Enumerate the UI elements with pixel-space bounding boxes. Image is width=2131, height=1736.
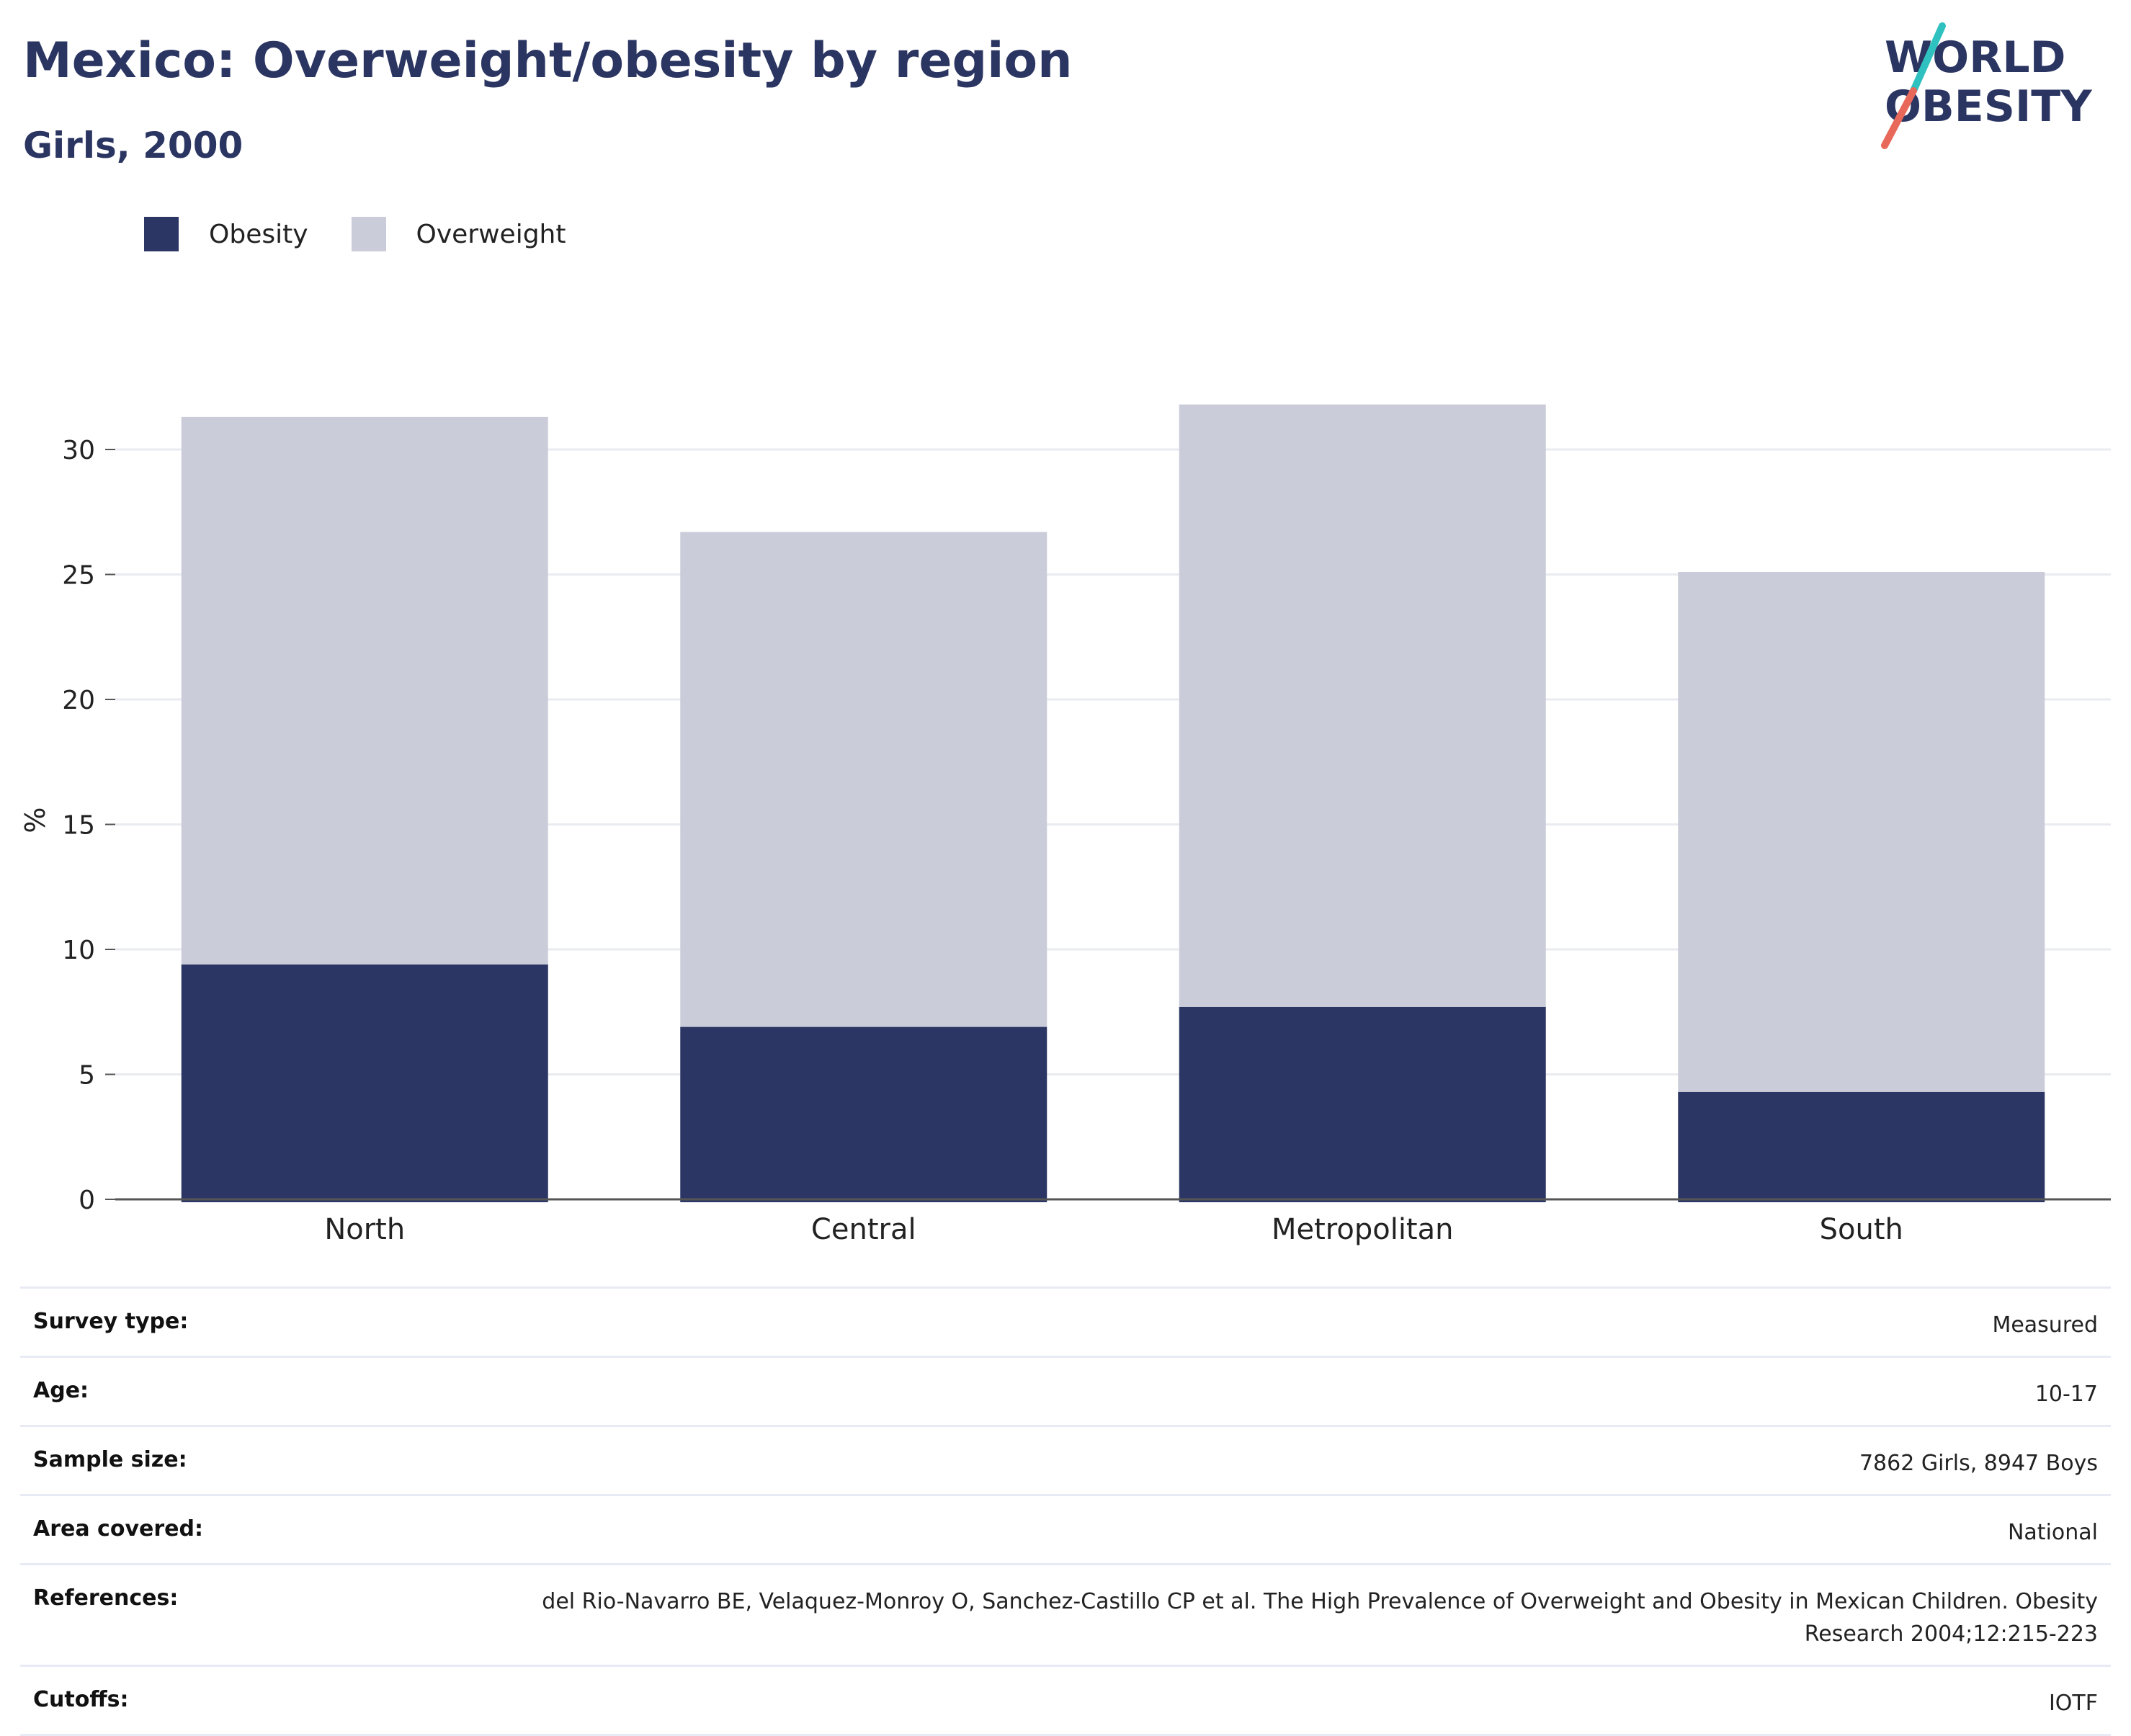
chart-legend: Obesity Overweight	[144, 212, 609, 256]
details-value: 10-17	[2034, 1382, 2098, 1407]
world-obesity-logo: WORLD OBESITY	[1881, 22, 2093, 149]
details-value: IOTF	[2048, 1691, 2098, 1716]
logo-text-world: WORLD	[1885, 32, 2065, 83]
details-row: References: del Rio-Navarro BE, Velaquez-…	[20, 1563, 2111, 1665]
details-value: Measured	[1992, 1312, 2098, 1338]
y-tick-label: 5	[79, 1061, 95, 1091]
survey-details-table: Survey type: Measured Age: 10-17 Sample size…	[20, 1287, 2111, 1736]
obesity-bar-south	[1678, 1091, 2045, 1202]
logo-text-obesity: OBESITY	[1885, 81, 2093, 132]
y-axis-title: %	[19, 807, 51, 833]
y-tick-label: 15	[62, 811, 95, 841]
x-tick-label: Metropolitan	[1272, 1213, 1453, 1246]
details-value: National	[2007, 1520, 2098, 1545]
logo-slash-bottom	[1881, 87, 1917, 149]
details-label: Age:	[33, 1378, 89, 1403]
y-tick-label: 25	[62, 561, 95, 591]
x-tick-label: South	[1820, 1213, 1903, 1246]
details-row: Area covered: National	[20, 1494, 2111, 1563]
details-label: References:	[33, 1585, 179, 1611]
y-tick-label: 30	[62, 436, 95, 465]
details-label: Cutoffs:	[33, 1687, 129, 1712]
obesity-bar-central	[680, 1026, 1047, 1202]
details-row: Survey type: Measured	[20, 1287, 2111, 1356]
legend-swatch-overweight	[351, 217, 386, 251]
x-tick-label: Central	[811, 1213, 916, 1246]
details-label: Sample size:	[33, 1447, 187, 1472]
stacked-bar-chart: 0 5 10 15 20 25 30 North Central Metropolitan Sout…	[19, 404, 2111, 1246]
details-value: 7862 Girls, 8947 Boys	[1859, 1451, 2098, 1476]
legend-item-overweight: Overweight	[351, 217, 566, 251]
chart-subtitle: Girls, 2000	[23, 125, 244, 166]
details-label: Area covered:	[33, 1516, 203, 1542]
details-row: Cutoffs: IOTF	[20, 1665, 2111, 1736]
details-row: Sample size: 7862 Girls, 8947 Boys	[20, 1425, 2111, 1494]
axis-layer: 0 5 10 15 20 25 30 North Central Metropolitan Sout…	[62, 436, 2111, 1246]
chart-title: Mexico: Overweight/obesity by region	[23, 32, 1073, 89]
obesity-bar-north	[181, 964, 548, 1202]
bar-layer	[181, 404, 2045, 1202]
details-value: del Rio-Navarro BE, Velaquez-Monroy O, S…	[542, 1589, 2098, 1647]
y-tick-label: 0	[79, 1186, 95, 1215]
legend-label-obesity: Obesity	[209, 219, 308, 249]
overweight-bar-central	[680, 532, 1047, 1027]
details-row: Age: 10-17	[20, 1356, 2111, 1425]
y-tick-label: 10	[62, 936, 95, 965]
x-tick-label: North	[324, 1213, 405, 1246]
overweight-bar-south	[1678, 572, 2045, 1092]
legend-label-overweight: Overweight	[416, 219, 566, 249]
y-tick-label: 20	[62, 686, 95, 715]
legend-swatch-obesity	[144, 217, 179, 251]
details-label: Survey type:	[33, 1309, 189, 1334]
legend-item-obesity: Obesity	[144, 217, 308, 251]
logo-slash-top	[1910, 22, 1946, 94]
overweight-bar-north	[181, 416, 548, 965]
overweight-bar-metropolitan	[1179, 404, 1546, 1007]
obesity-bar-metropolitan	[1179, 1006, 1546, 1202]
